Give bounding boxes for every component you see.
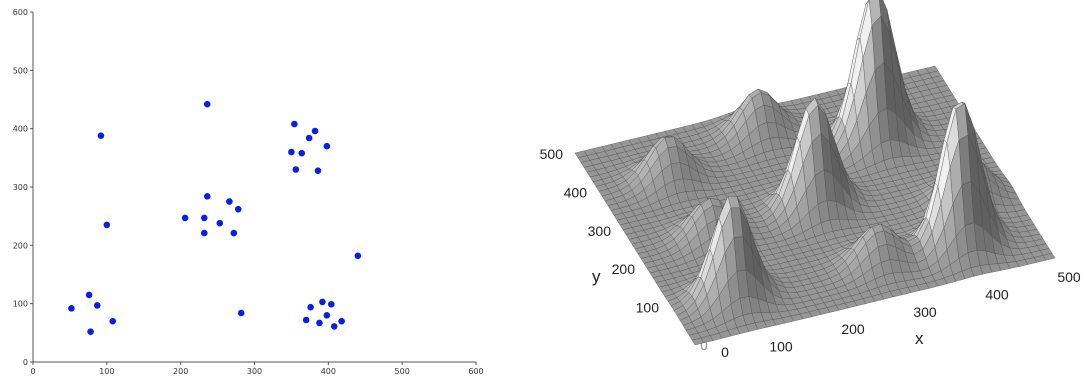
scatter-point — [311, 127, 319, 135]
surface-y-tick-label: 0 — [700, 338, 707, 353]
surface-face — [1042, 252, 1056, 261]
surface-mesh — [574, 0, 1056, 346]
x-tick-label: 400 — [321, 367, 336, 376]
scatter-point — [226, 198, 233, 205]
y-tick-label: 400 — [13, 125, 28, 134]
y-tick-label: 500 — [13, 66, 28, 75]
scatter-point — [327, 300, 335, 308]
scatter-point — [291, 120, 298, 128]
y-tick-label: 300 — [13, 183, 28, 192]
surface-x-tick-label: 500 — [1057, 269, 1081, 285]
scatter-point — [181, 214, 189, 222]
scatter-point — [305, 134, 313, 142]
scatter-point — [234, 205, 242, 213]
scatter-point — [87, 328, 94, 335]
scatter-point — [200, 229, 208, 237]
surface-y-label: y — [592, 267, 601, 286]
scatter-point — [68, 305, 75, 312]
surface-y-ticks: 0 100 200 300 400 500 — [540, 146, 708, 353]
scatter-point — [85, 291, 93, 299]
scatter-point — [323, 312, 331, 319]
y-tick-label: 600 — [13, 8, 28, 17]
surface-y-tick-label: 200 — [612, 261, 636, 277]
y-axis-ticks: 0 100 200 300 400 500 600 — [13, 8, 33, 367]
surface-x-tick-label: 0 — [721, 344, 729, 360]
scatter-point — [298, 149, 306, 157]
x-tick-label: 0 — [30, 367, 35, 376]
scatter-point — [97, 132, 105, 139]
x-tick-label: 600 — [468, 367, 483, 376]
scatter-points — [68, 100, 362, 335]
scatter-point — [237, 309, 245, 317]
x-tick-label: 100 — [99, 367, 114, 376]
surface-x-tick-label: 100 — [769, 339, 793, 355]
x-tick-label: 300 — [247, 367, 262, 376]
scatter-point — [203, 193, 211, 200]
scatter-point — [103, 221, 111, 229]
scatter-point — [354, 252, 362, 260]
scatter-point — [338, 317, 345, 325]
surface-x-tick-label: 300 — [913, 304, 937, 320]
scatter-point — [330, 323, 338, 330]
scatter-point — [314, 167, 322, 174]
scatter-point — [307, 303, 314, 311]
surface-plot: 0 100 200 300 400 500 0 100 200 300 400 500 x y — [540, 0, 1081, 360]
scatter-point — [216, 219, 224, 227]
scatter-point — [302, 316, 310, 324]
x-tick-label: 500 — [395, 367, 410, 376]
y-tick-label: 0 — [23, 358, 28, 367]
surface-x-tick-label: 200 — [841, 321, 865, 337]
scatter-point — [200, 214, 208, 222]
scatter-plot: 0 100 200 300 400 500 600 0 100 200 300 400 500 600 — [13, 8, 484, 376]
surface-y-tick-label: 100 — [636, 300, 660, 316]
surface-y-tick-label: 500 — [540, 146, 563, 162]
scatter-point — [230, 229, 238, 237]
y-tick-label: 200 — [13, 241, 28, 250]
scatter-point — [109, 317, 117, 325]
surface-x-label: x — [915, 329, 924, 348]
surface-x-tick-label: 400 — [985, 286, 1009, 302]
scatter-point — [323, 142, 331, 150]
scatter-point — [93, 302, 101, 309]
x-tick-label: 200 — [173, 367, 188, 376]
scatter-point — [288, 148, 295, 156]
scatter-point — [316, 319, 323, 327]
scatter-point — [319, 298, 326, 306]
x-axis-ticks: 0 100 200 300 400 500 600 — [30, 362, 484, 376]
surface-x-ticks: 0 100 200 300 400 500 — [721, 269, 1081, 360]
scatter-point — [292, 166, 300, 173]
surface-y-tick-label: 300 — [588, 223, 612, 239]
y-tick-label: 100 — [13, 300, 28, 309]
surface-y-tick-label: 400 — [564, 184, 588, 200]
scatter-point — [203, 100, 211, 108]
